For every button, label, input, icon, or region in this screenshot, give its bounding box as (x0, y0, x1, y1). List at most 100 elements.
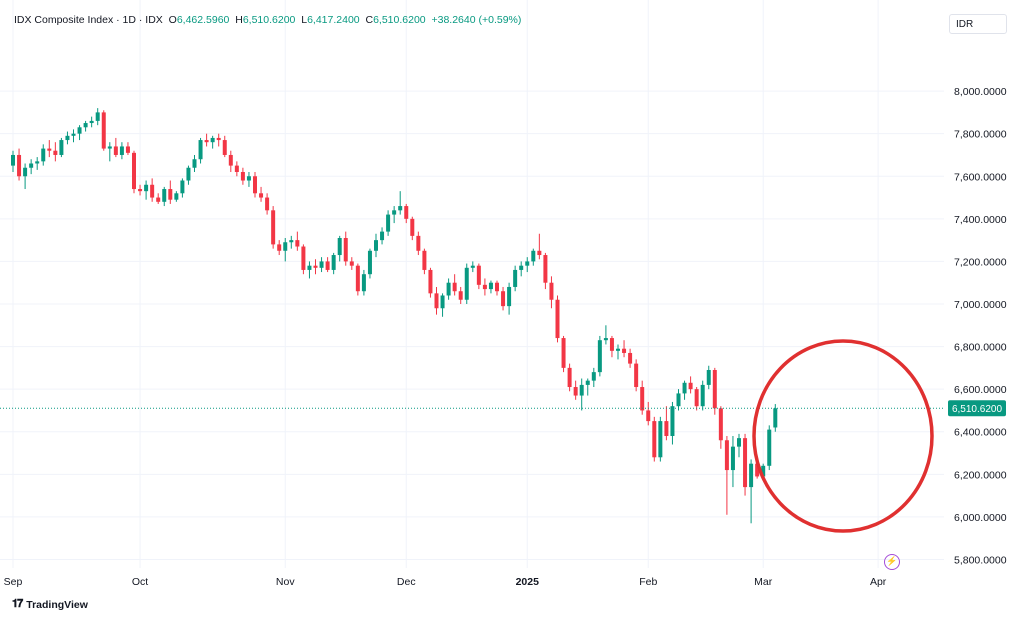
candle-body (470, 265, 475, 268)
tradingview-logo[interactable]: 𝟏𝟕 TradingView (12, 598, 88, 611)
candle-body (579, 384, 584, 396)
candle (295, 231, 300, 251)
candle (259, 186, 264, 202)
x-tick-label: Oct (132, 576, 148, 588)
candle (59, 137, 64, 158)
candle (622, 340, 627, 358)
candle-body (749, 463, 754, 488)
candle (537, 233, 542, 260)
candle (495, 280, 499, 296)
candle (349, 257, 354, 270)
candles (11, 108, 778, 524)
x-tick-label: Sep (4, 576, 23, 588)
candle (301, 244, 306, 275)
candle-body (767, 429, 772, 466)
candle (398, 191, 403, 215)
low-value: 6,417.2400 (307, 14, 360, 26)
candle (458, 286, 463, 304)
candle-body (428, 269, 433, 294)
lightning-icon[interactable]: ⚡ (884, 554, 900, 570)
candle-body (561, 338, 566, 368)
candle-body (392, 210, 397, 215)
candle-body (35, 161, 40, 164)
candle-body (386, 214, 391, 232)
candle (11, 150, 15, 172)
candle (694, 387, 699, 411)
last-price-label: 6,510.6200 (952, 404, 1002, 415)
candle (283, 238, 288, 262)
candle (724, 436, 729, 515)
candle-body (761, 465, 766, 477)
candle (367, 248, 372, 279)
candle (95, 108, 100, 126)
candle-body (132, 152, 136, 190)
candle-body (374, 240, 378, 251)
candle-body (59, 140, 64, 155)
candle (355, 263, 360, 296)
candle (585, 378, 590, 396)
candle (634, 359, 639, 392)
candle-body (724, 440, 729, 471)
candle (718, 406, 723, 449)
candle (277, 240, 282, 256)
candle (174, 191, 179, 202)
candle-body (603, 338, 608, 341)
candle-body (531, 250, 536, 262)
y-tick-label: 8,000.0000 (954, 86, 1007, 98)
candle (670, 401, 675, 445)
candle-body (591, 372, 596, 381)
candle-body (458, 291, 463, 300)
tradingview-mark-icon: 𝟏𝟕 (12, 598, 23, 610)
x-tick-label: Nov (276, 576, 295, 588)
candle (767, 425, 772, 471)
x-tick-label: Dec (397, 576, 416, 588)
candle (488, 280, 493, 294)
candle-body (144, 184, 149, 192)
candle-body (29, 163, 34, 168)
last-price-tag (948, 400, 1006, 417)
candle (23, 163, 28, 190)
candle-body (343, 238, 348, 262)
candle (616, 344, 620, 360)
candle-body (210, 137, 215, 143)
candle-body (440, 295, 445, 309)
candle (410, 216, 415, 241)
candle (573, 380, 578, 400)
candle-body (755, 463, 760, 477)
candle-body (295, 240, 300, 247)
candle (138, 184, 143, 196)
candle (476, 263, 481, 290)
candle-body (204, 140, 209, 143)
candle (107, 142, 112, 162)
candle (664, 406, 669, 441)
candle-body (688, 382, 693, 390)
candle (162, 186, 167, 207)
high-label: H (235, 14, 243, 26)
candle (531, 248, 536, 266)
candle-body (101, 112, 106, 149)
candle-body (313, 265, 318, 268)
candle-body (319, 261, 324, 268)
candle-body (416, 235, 421, 251)
candle-body (337, 238, 342, 256)
candle (519, 261, 524, 277)
candle (416, 231, 421, 256)
y-tick-label: 6,200.0000 (954, 469, 1007, 481)
candle (749, 459, 754, 524)
candle-body (670, 406, 675, 436)
candle (404, 203, 409, 224)
candle-body (495, 282, 499, 292)
candle (77, 125, 82, 141)
candle-body (543, 255, 548, 283)
candle-body (307, 265, 312, 270)
candle (464, 263, 469, 304)
currency-button[interactable]: IDR (949, 14, 1007, 34)
candle (253, 172, 257, 198)
candle-body (682, 382, 687, 394)
x-tick-label: Feb (639, 576, 657, 588)
candle (101, 110, 106, 151)
candle-body (464, 267, 469, 300)
y-axis: 8,000.0000 7,800.0000 7,600.0000 7,400.0000… (954, 86, 1007, 566)
candle-body (240, 172, 245, 181)
